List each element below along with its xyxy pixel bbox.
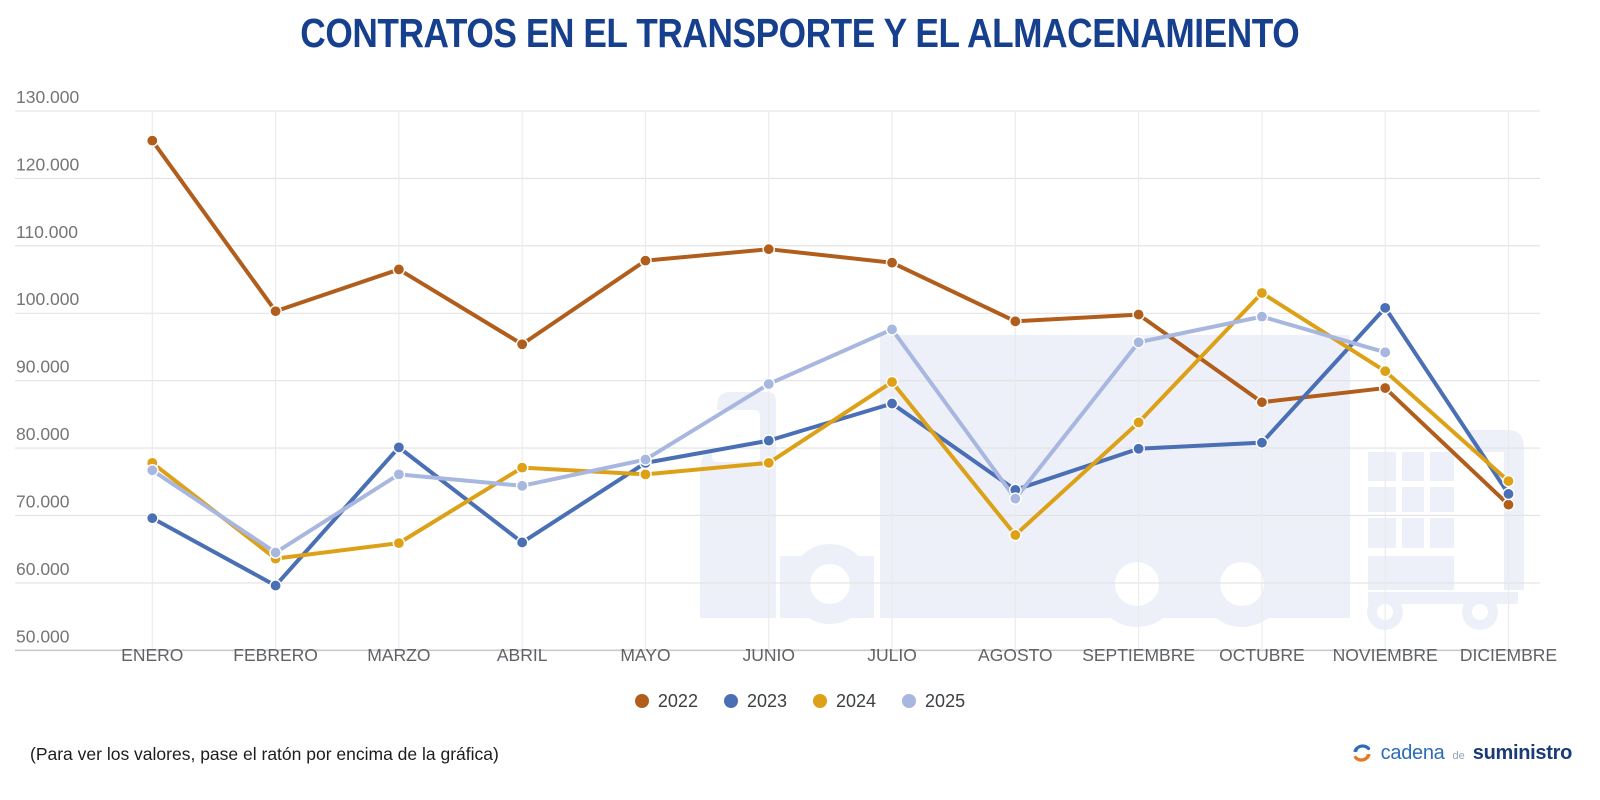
x-axis-month-label: ENERO xyxy=(121,645,183,665)
data-point-2025-septiembre[interactable] xyxy=(1132,335,1145,349)
data-point-2023-septiembre[interactable] xyxy=(1132,442,1145,456)
series-line-2023 xyxy=(150,305,1511,588)
legend-label-2022: 2022 xyxy=(657,690,698,711)
line-chart[interactable]: 130.000 120.000 110.000 100.000 90.000 80.000… xyxy=(0,0,1600,740)
data-point-2023-marzo[interactable] xyxy=(392,441,406,454)
data-point-2023-abril[interactable] xyxy=(515,536,529,549)
data-point-2022-septiembre[interactable] xyxy=(1132,308,1145,321)
legend-label-2023: 2023 xyxy=(746,690,787,711)
y-axis-tick-label: 70.000 xyxy=(16,491,70,511)
x-axis-month-label: AGOSTO xyxy=(978,645,1053,665)
data-point-2025-julio[interactable] xyxy=(885,323,899,336)
title-row: CONTRATOS EN EL TRANSPORTE Y EL ALMACENA… xyxy=(0,10,1600,57)
x-axis-month-label: MAYO xyxy=(620,645,670,665)
data-point-2024-abril[interactable] xyxy=(515,461,529,474)
data-point-2023-enero[interactable] xyxy=(145,511,159,525)
data-point-2025-marzo[interactable] xyxy=(392,468,406,481)
logo-text-de: de xyxy=(1452,750,1465,762)
x-axis-month-label: DICIEMBRE xyxy=(1460,645,1557,665)
data-point-2025-abril[interactable] xyxy=(515,479,529,493)
data-point-2022-julio[interactable] xyxy=(885,256,899,269)
data-point-2023-julio[interactable] xyxy=(885,397,899,410)
data-point-2022-junio[interactable] xyxy=(762,242,776,256)
series-line-2022 xyxy=(150,138,1511,507)
data-point-2025-enero[interactable] xyxy=(145,464,159,477)
data-point-2022-febrero[interactable] xyxy=(269,304,282,318)
y-axis-tick-label: 100.000 xyxy=(16,289,80,309)
x-axis-month-label: OCTUBRE xyxy=(1219,645,1305,665)
legend-dot-2022 xyxy=(634,694,649,708)
data-point-2022-octubre[interactable] xyxy=(1255,395,1269,409)
legend-item-2022: 2022 xyxy=(634,690,698,712)
y-axis-tick-label: 50.000 xyxy=(16,626,70,646)
data-point-2022-abril[interactable] xyxy=(515,337,529,351)
data-point-2024-diciembre[interactable] xyxy=(1502,474,1515,488)
legend-label-2024: 2024 xyxy=(836,690,877,711)
data-point-2025-noviembre[interactable] xyxy=(1378,346,1392,359)
data-point-2022-diciembre[interactable] xyxy=(1502,498,1515,511)
logo-text-suministro: suministro xyxy=(1472,741,1573,764)
data-point-2024-septiembre[interactable] xyxy=(1132,416,1145,429)
chart-legend: 2022 2023 2024 2025 xyxy=(0,686,1600,716)
y-axis-tick-label: 110.000 xyxy=(16,222,78,242)
x-axis-month-label: JULIO xyxy=(867,645,917,665)
data-point-2024-junio[interactable] xyxy=(762,456,776,470)
hover-hint-text: (Para ver los valores, pase el ratón por… xyxy=(30,744,499,764)
data-point-2024-julio[interactable] xyxy=(885,375,899,389)
data-point-2024-agosto[interactable] xyxy=(1009,528,1022,542)
y-axis-tick-label: 60.000 xyxy=(16,559,70,579)
data-point-2024-mayo[interactable] xyxy=(639,468,652,481)
legend-item-2024: 2024 xyxy=(813,691,876,712)
y-axis-tick-label: 120.000 xyxy=(16,154,80,174)
legend-dot-2024 xyxy=(813,694,827,708)
data-point-2023-noviembre[interactable] xyxy=(1378,301,1392,315)
data-point-2025-octubre[interactable] xyxy=(1255,310,1269,323)
data-point-2024-octubre[interactable] xyxy=(1255,286,1269,300)
x-axis-month-label: MARZO xyxy=(367,645,430,665)
x-axis-month-label: ABRIL xyxy=(497,645,548,665)
x-axis-month-label: NOVIEMBRE xyxy=(1333,645,1438,665)
legend-item-2025: 2025 xyxy=(902,691,965,712)
data-point-2024-noviembre[interactable] xyxy=(1378,364,1392,378)
data-point-2022-noviembre[interactable] xyxy=(1378,381,1392,395)
y-axis-tick-label: 90.000 xyxy=(16,357,70,377)
logo-circular-arrows-icon xyxy=(1352,744,1371,762)
cadena-de-suministro-logo[interactable]: cadena de suministro xyxy=(1350,740,1572,766)
data-point-2023-diciembre[interactable] xyxy=(1502,487,1515,501)
series-line-2024 xyxy=(150,291,1511,561)
legend-dot-2025 xyxy=(902,694,917,708)
x-axis-month-label: SEPTIEMBRE xyxy=(1082,645,1195,665)
y-axis-tick-label: 130.000 xyxy=(16,87,80,107)
data-point-2025-agosto[interactable] xyxy=(1009,492,1022,505)
legend-label-2025: 2025 xyxy=(925,690,966,711)
y-axis-tick-label: 80.000 xyxy=(16,424,70,444)
data-point-2025-mayo[interactable] xyxy=(639,453,652,466)
data-point-2022-marzo[interactable] xyxy=(392,263,406,276)
data-point-2022-mayo[interactable] xyxy=(639,254,652,267)
data-point-2025-junio[interactable] xyxy=(762,377,776,391)
legend-item-2023: 2023 xyxy=(723,690,787,712)
data-point-2023-junio[interactable] xyxy=(762,434,776,447)
chart-title: CONTRATOS EN EL TRANSPORTE Y EL ALMACENA… xyxy=(300,10,1300,56)
x-axis-month-label: FEBRERO xyxy=(233,645,318,665)
data-point-2023-octubre[interactable] xyxy=(1255,436,1269,449)
data-point-2023-febrero[interactable] xyxy=(269,579,282,592)
data-point-2024-marzo[interactable] xyxy=(392,536,406,550)
x-axis-month-label: JUNIO xyxy=(743,645,796,665)
data-point-2022-agosto[interactable] xyxy=(1009,315,1022,328)
legend-dot-2023 xyxy=(723,694,738,708)
data-point-2025-febrero[interactable] xyxy=(269,546,282,559)
logo-text-cadena: cadena xyxy=(1380,741,1445,764)
data-point-2022-enero[interactable] xyxy=(145,134,159,147)
